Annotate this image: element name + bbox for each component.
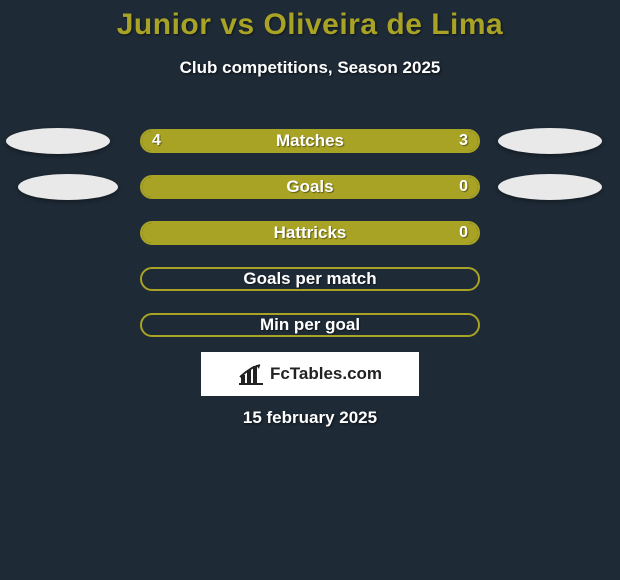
stat-row: Min per goal — [0, 302, 620, 348]
stat-bar-fill-left — [142, 177, 478, 197]
site-logo: FcTables.com — [201, 352, 419, 396]
stat-label: Min per goal — [142, 315, 478, 335]
date: 15 february 2025 — [0, 408, 620, 428]
stat-bar-fill-left — [142, 131, 334, 151]
stat-rows: Matches43 Goals0 Hattricks0 Goals per match… — [0, 118, 620, 348]
player-pad-right — [498, 128, 602, 154]
stat-row: Hattricks0 — [0, 210, 620, 256]
stat-row: Goals per match — [0, 256, 620, 302]
stat-row: Goals0 — [0, 164, 620, 210]
stat-bar-fill-right — [334, 131, 478, 151]
stat-row: Matches43 — [0, 118, 620, 164]
stat-bar-fill-left — [142, 223, 478, 243]
stat-bar: Goals0 — [140, 175, 480, 199]
page-title: Junior vs Oliveira de Lima — [0, 0, 620, 42]
site-logo-text: FcTables.com — [270, 364, 382, 384]
player-pad-right — [498, 174, 602, 200]
player-pad-left — [18, 174, 118, 200]
stat-bar: Hattricks0 — [140, 221, 480, 245]
bar-chart-icon — [238, 363, 264, 385]
stat-bar: Goals per match — [140, 267, 480, 291]
stat-bar: Matches43 — [140, 129, 480, 153]
subtitle: Club competitions, Season 2025 — [0, 58, 620, 78]
player-pad-left — [6, 128, 110, 154]
comparison-infographic: Junior vs Oliveira de Lima Club competit… — [0, 0, 620, 580]
stat-bar: Min per goal — [140, 313, 480, 337]
stat-label: Goals per match — [142, 269, 478, 289]
